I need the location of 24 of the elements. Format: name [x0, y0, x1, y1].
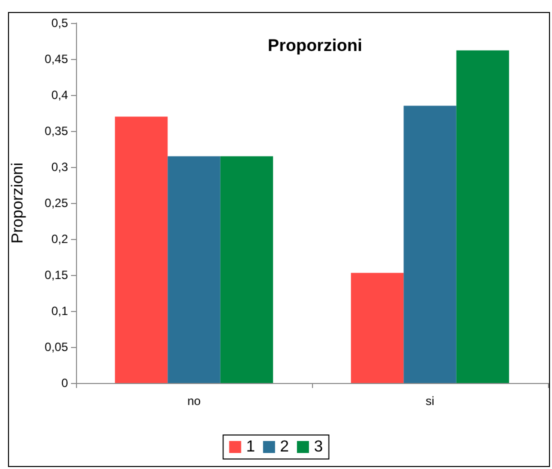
y-tick-label: 0,35 — [44, 124, 68, 138]
y-tick-label: 0,25 — [44, 196, 68, 210]
bar — [456, 50, 510, 383]
y-tick-label: 0,1 — [51, 304, 68, 318]
y-tick-label: 0,15 — [44, 268, 68, 282]
bar — [404, 106, 456, 383]
x-tick-label: si — [426, 394, 434, 408]
y-tick-label: 0,45 — [44, 52, 68, 66]
legend-label: 2 — [280, 438, 290, 456]
y-tick-label: 0,3 — [51, 160, 68, 174]
bar — [168, 156, 220, 383]
bar — [350, 272, 404, 383]
bar — [220, 156, 274, 383]
y-tick-label: 0 — [61, 376, 68, 390]
legend-label: 3 — [314, 438, 323, 456]
y-tick-label: 0,5 — [51, 16, 68, 30]
legend-label: 1 — [246, 438, 256, 456]
bar — [114, 116, 168, 383]
y-tick-label: 0,2 — [51, 232, 68, 246]
text: Proporzioni — [268, 36, 362, 55]
x-tick-label: no — [187, 394, 201, 408]
y-axis-title: Proporzioni — [10, 162, 26, 244]
y-tick-label: 0,05 — [44, 340, 68, 354]
y-tick-label: 0,4 — [51, 88, 68, 102]
